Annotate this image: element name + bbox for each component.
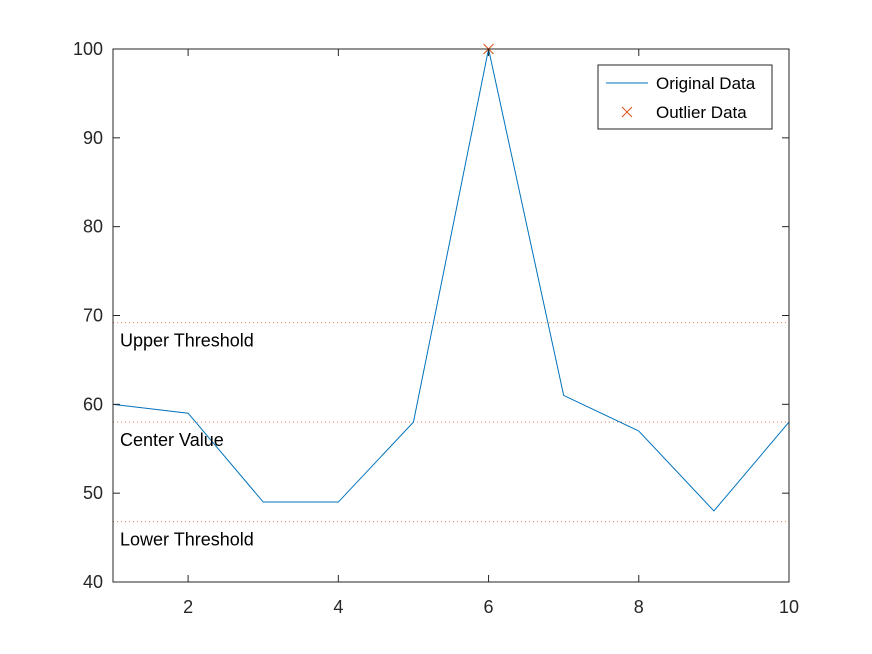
legend: Original Data Outlier Data xyxy=(597,64,773,130)
y-tick-label-5: 90 xyxy=(83,128,103,148)
y-tick-label-2: 60 xyxy=(83,394,103,414)
legend-label-0: Original Data xyxy=(656,74,756,93)
legend-swatch-marker xyxy=(621,106,633,118)
y-tick-label-3: 70 xyxy=(83,306,103,326)
x-tick-label-2: 6 xyxy=(484,597,494,617)
y-tick-label-4: 80 xyxy=(83,217,103,237)
series-line-0 xyxy=(112,48,790,512)
x-tick-label-3: 8 xyxy=(634,597,644,617)
x-tick-label-0: 2 xyxy=(183,597,193,617)
y-tick-label-0: 40 xyxy=(83,572,103,592)
threshold-label-0: Upper Threshold xyxy=(120,331,254,351)
threshold-label-1: Center Value xyxy=(120,430,224,450)
threshold-label-2: Lower Threshold xyxy=(120,530,254,550)
x-tick-label-1: 4 xyxy=(333,597,343,617)
legend-box xyxy=(597,64,773,130)
legend-label-1: Outlier Data xyxy=(656,103,747,122)
y-tick-label-1: 50 xyxy=(83,483,103,503)
plot-area xyxy=(113,49,789,582)
x-tick-label-4: 10 xyxy=(779,597,799,617)
y-tick-label-6: 100 xyxy=(73,39,103,59)
